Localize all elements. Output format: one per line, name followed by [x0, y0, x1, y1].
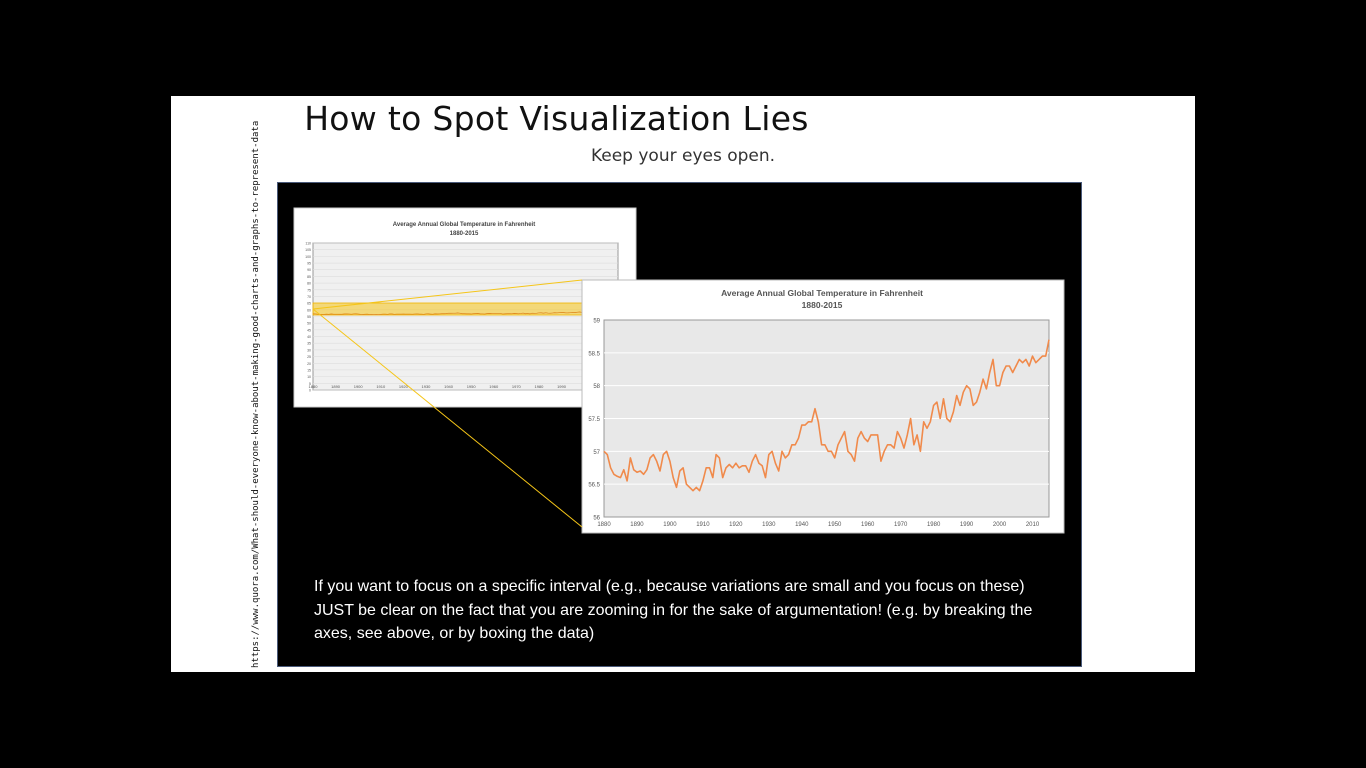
zoom-x-tick-label: 2000 [993, 522, 1007, 528]
small-y-tick-label: 20 [307, 362, 311, 366]
small-chart-gridlines [313, 242, 618, 391]
small-x-tick-label: 1910 [376, 384, 386, 389]
small-y-tick-label: 110 [305, 242, 311, 246]
small-y-tick-label: 40 [307, 335, 311, 339]
small-x-tick-label: 1940 [444, 384, 454, 389]
zoom-x-tick-label: 1990 [960, 522, 974, 528]
small-y-tick-label: 105 [305, 248, 311, 252]
small-y-tick-label: 85 [307, 275, 311, 279]
small-x-tick-label: 1920 [399, 384, 409, 389]
zoom-x-tick-label: 1890 [630, 522, 644, 528]
small-x-tick-label: 1900 [354, 384, 364, 389]
zoom-y-tick-label: 59 [593, 319, 600, 325]
small-x-tick-label: 1960 [489, 384, 499, 389]
zoom-x-tick-label: 1970 [894, 522, 908, 528]
small-y-tick-label: 90 [307, 268, 311, 272]
zoom-chart-y-ticks: 56 56.5 57 57.5 58 58.5 59 [588, 319, 600, 522]
zoom-x-tick-label: 1920 [729, 522, 743, 528]
small-x-tick-label: 1880 [309, 384, 319, 389]
zoom-chart-subtitle: 1880-2015 [802, 300, 843, 310]
small-x-tick-label: 1950 [467, 384, 477, 389]
zoom-x-tick-label: 2010 [1026, 522, 1040, 528]
small-y-tick-label: 55 [307, 315, 311, 319]
small-x-tick-label: 1930 [422, 384, 432, 389]
small-x-tick-label: 1990 [557, 384, 567, 389]
small-y-tick-label: 60 [307, 308, 311, 312]
zoom-y-tick-label: 56 [593, 516, 600, 522]
zoom-x-tick-label: 1880 [597, 522, 611, 528]
small-y-tick-label: 50 [307, 322, 311, 326]
small-x-tick-label: 1970 [512, 384, 522, 389]
zoom-x-tick-label: 1940 [795, 522, 809, 528]
slide-caption: If you want to focus on a specific inter… [314, 578, 1033, 642]
small-y-tick-label: 75 [307, 288, 311, 292]
slide-title: How to Spot Visualization Lies [304, 99, 809, 138]
zoom-x-tick-label: 1910 [696, 522, 710, 528]
small-y-tick-label: 95 [307, 262, 311, 266]
small-y-tick-label: 10 [307, 375, 311, 379]
zoom-y-tick-label: 57 [593, 450, 600, 456]
small-chart-subtitle: 1880-2015 [450, 231, 479, 237]
small-y-tick-label: 45 [307, 328, 311, 332]
small-x-tick-label: 1980 [534, 384, 544, 389]
small-chart-y-ticks: 0 5 10 15 20 25 30 35 40 45 50 55 60 65 70 75 80 85 90 95 10… [305, 242, 311, 393]
small-y-tick-label: 100 [305, 255, 311, 259]
zoom-connector-bottom [312, 308, 583, 528]
zoom-chart-series-line [603, 339, 1050, 492]
zoom-y-tick-label: 57.5 [588, 417, 600, 423]
small-x-tick-label: 1890 [331, 384, 341, 389]
small-chart-x-ticks: 1880 1890 1900 1910 1920 1930 1940 1950 1960 1970… [309, 384, 567, 389]
small-y-tick-label: 80 [307, 282, 311, 286]
small-y-tick-label: 25 [307, 355, 311, 359]
slide-subtitle: Keep your eyes open. [590, 146, 776, 166]
zoom-x-tick-label: 1930 [762, 522, 776, 528]
small-y-tick-label: 70 [307, 295, 311, 299]
zoom-x-tick-label: 1960 [861, 522, 875, 528]
zoom-y-tick-label: 58 [593, 384, 600, 390]
small-y-tick-label: 65 [307, 302, 311, 306]
small-y-tick-label: 30 [307, 348, 311, 352]
zoom-y-tick-label: 56.5 [588, 483, 600, 489]
zoom-x-tick-label: 1980 [927, 522, 941, 528]
small-y-tick-label: 5 [309, 382, 311, 386]
small-chart-series-line [312, 311, 619, 316]
zoom-chart-title: Average Annual Global Temperature in Fah… [721, 288, 923, 298]
zoom-connector-top [312, 279, 583, 310]
small-y-tick-label: 15 [307, 368, 311, 372]
small-chart-title: Average Annual Global Temperature in Fah… [393, 222, 535, 228]
small-y-tick-label: 0 [309, 389, 311, 393]
small-chart-highlight-band [312, 302, 619, 316]
small-y-tick-label: 35 [307, 342, 311, 346]
zoom-x-tick-label: 1900 [663, 522, 677, 528]
zoom-x-tick-label: 1950 [828, 522, 842, 528]
zoom-chart-x-ticks: 1880 1890 1900 1910 1920 1930 1940 1950 1960 1970… [597, 522, 1040, 528]
zoom-chart-gridlines [604, 352, 1049, 485]
zoom-y-tick-label: 58.5 [588, 351, 600, 357]
